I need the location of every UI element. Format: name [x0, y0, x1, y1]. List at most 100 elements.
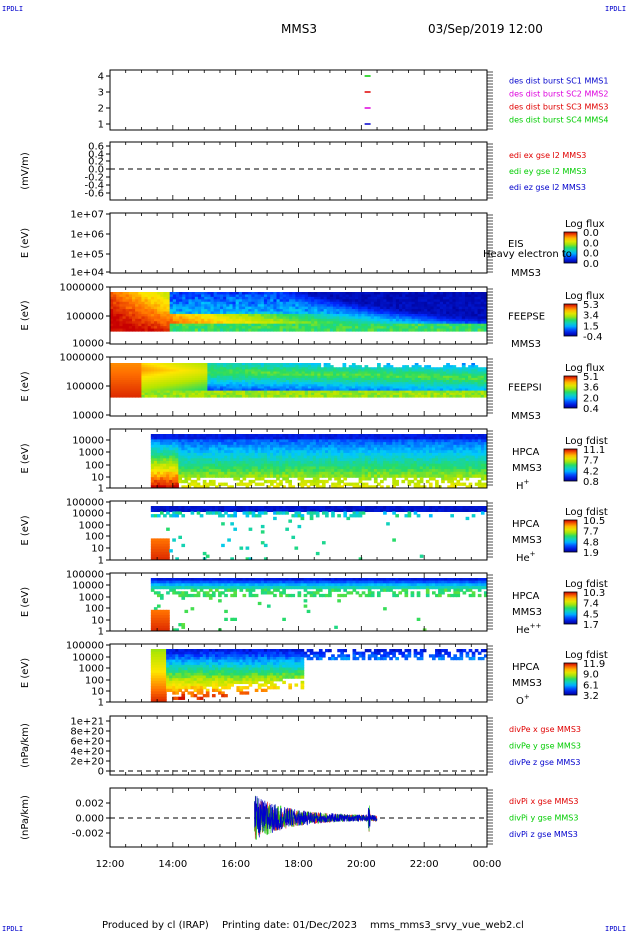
feepse-cell [386, 306, 391, 310]
hpca_h-cell [254, 455, 259, 459]
feepsi-cell [455, 394, 460, 398]
feepse-cell [166, 294, 171, 298]
hpca_h-cell [282, 434, 286, 438]
hpca_h-cell [266, 479, 271, 484]
feepsi-cell [188, 373, 193, 377]
hpca_h-cell [300, 461, 305, 465]
feepse-cell [468, 313, 472, 317]
feepsi-cell [273, 363, 278, 366]
feepse-cell [122, 306, 127, 310]
feepsi-cell [229, 373, 234, 377]
feepsi-cell [219, 367, 224, 370]
hpca_h-cell [309, 463, 314, 467]
feepse-cell [421, 323, 425, 327]
hpca_h-cell [172, 485, 176, 488]
hpca_h-cell [196, 442, 201, 446]
feepse-cell [188, 328, 193, 332]
feepse-cell [483, 294, 487, 298]
feepse-cell [386, 313, 391, 317]
feepse-cell [182, 318, 186, 322]
feepse-cell [389, 306, 394, 310]
hpca_h-cell [334, 471, 338, 476]
feepsi-cell [226, 382, 230, 385]
hpca_h-cell [242, 444, 247, 449]
feepsi-cell [223, 388, 227, 392]
hpca_h-cell [193, 455, 198, 459]
feepse-cell [251, 323, 256, 327]
feepsi-cell [455, 371, 460, 375]
feepse-cell [254, 318, 259, 322]
hpca_h-cell [242, 450, 247, 454]
hpca_h-cell [248, 469, 253, 473]
feepsi-cell [298, 365, 303, 368]
feepse-cell [358, 311, 362, 315]
feepse-cell [421, 296, 425, 300]
feepse-cell [405, 313, 410, 317]
feepsi-cell [433, 367, 438, 370]
feepsi-cell [131, 375, 136, 379]
feepse-cell [311, 296, 315, 300]
feepsi-cell [304, 369, 309, 373]
feepse-cell [411, 294, 416, 298]
feepse-cell [267, 321, 271, 325]
feepse-cell [141, 326, 146, 330]
hpca_h-cell [160, 482, 164, 486]
feepsi-cell [204, 365, 208, 368]
feepsi-cell [157, 384, 161, 387]
feepse-cell [175, 306, 180, 310]
hpca_h-cell [288, 463, 293, 467]
feepse-cell [361, 294, 366, 298]
feepsi-cell [333, 380, 337, 383]
feepse-cell [175, 313, 180, 317]
feepsi-cell [282, 394, 287, 398]
feepsi-cell [458, 392, 463, 396]
feepsi-cell [427, 380, 432, 383]
feepse-cell [285, 316, 290, 320]
feepse-cell [355, 326, 359, 330]
feepse-cell [339, 311, 344, 315]
feepsi-cell [135, 365, 139, 368]
feepsi-cell [257, 394, 262, 398]
feepse-cell [317, 309, 322, 313]
feepse-cell [282, 313, 287, 317]
hpca_h-cell [211, 439, 216, 443]
hpca_h-cell [196, 450, 201, 454]
hpca_h-cell [169, 442, 173, 446]
feepse-cell [153, 301, 158, 305]
feepse-cell [172, 294, 177, 298]
hpca_h-cell [315, 466, 320, 470]
hpca_h-cell [156, 471, 161, 476]
feepse-cell [399, 318, 403, 322]
feepse-cell [433, 299, 438, 303]
feepse-cell [254, 301, 259, 305]
feepsi-cell [141, 375, 146, 379]
feepse-cell [194, 299, 199, 303]
feepse-cell [483, 292, 487, 296]
hpca_h-cell [199, 444, 204, 449]
feepsi-cell [427, 369, 432, 373]
hpca_h-cell [184, 455, 189, 459]
feepse-cell [377, 294, 381, 298]
feepsi-cell [465, 369, 469, 373]
feepsi-cell [276, 384, 281, 387]
feepsi-cell [270, 365, 274, 368]
feepse-cell [241, 304, 246, 308]
feepsi-cell [179, 367, 183, 370]
feepsi-cell [110, 392, 114, 396]
hpca_h-cell [208, 461, 213, 465]
feepsi-cell [175, 392, 180, 396]
feepsi-cell [323, 390, 328, 394]
hpca_h-cell [239, 434, 244, 438]
feepsi-cell [245, 365, 249, 368]
hpca_h-cell [181, 461, 186, 465]
feepsi-cell [307, 386, 312, 390]
feepsi-cell [417, 377, 422, 381]
feepse-cell [289, 326, 293, 330]
feepse-cell [314, 323, 318, 327]
feepsi-cell [194, 371, 199, 375]
hpca_h-cell [270, 447, 274, 451]
feepsi-cell [226, 390, 230, 394]
feepse-cell [323, 313, 328, 317]
hpca_h-cell [184, 474, 189, 478]
feepsi-cell [345, 375, 350, 379]
